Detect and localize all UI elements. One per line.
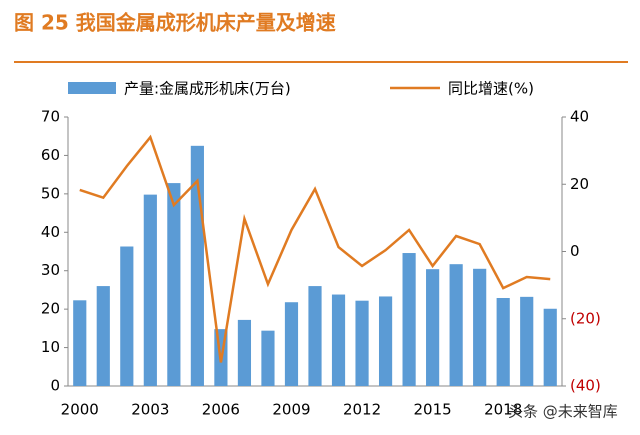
bar (449, 264, 463, 386)
bar (73, 300, 87, 386)
bar (355, 300, 369, 386)
x-tick-label: 2009 (272, 401, 310, 419)
bar (520, 296, 534, 386)
y-tick-label: 10 (41, 338, 60, 356)
bar (331, 294, 346, 386)
bar (284, 302, 299, 386)
bar (261, 330, 275, 386)
bar (237, 319, 252, 386)
legend-label: 同比增速(%) (448, 80, 534, 98)
x-tick-label: 2012 (343, 401, 381, 419)
chart-title: 图 25 我国金属成形机床产量及增速 (14, 11, 336, 35)
bar (120, 246, 134, 386)
y-tick-label: 0 (50, 377, 60, 395)
x-tick-label: 2018 (484, 401, 522, 419)
bar (402, 253, 416, 386)
bar (543, 308, 557, 386)
bar (496, 297, 510, 386)
bar (143, 194, 157, 386)
legend-swatch (68, 82, 116, 94)
y-tick-label: 40 (41, 223, 60, 241)
y-tick-label: 30 (41, 261, 60, 279)
bar (426, 269, 440, 386)
y2-tick-label: (40) (570, 377, 601, 395)
y-tick-label: 60 (41, 146, 60, 164)
bar (167, 183, 181, 386)
y-tick-label: 20 (41, 300, 60, 318)
y2-tick-label: 20 (570, 175, 589, 193)
bar (473, 268, 487, 386)
bar (308, 286, 322, 386)
x-tick-label: 2006 (202, 401, 240, 419)
y-tick-label: 70 (41, 108, 60, 126)
line (79, 134, 551, 363)
y2-tick-label: (20) (570, 309, 601, 327)
x-tick-label: 2000 (61, 401, 99, 419)
x-tick-label: 2015 (414, 401, 452, 419)
y2-tick-label: 40 (570, 108, 589, 126)
x-tick-label: 2003 (131, 401, 169, 419)
y2-tick-label: 0 (570, 242, 580, 260)
bar (378, 296, 393, 386)
legend-label: 产量:金属成形机床(万台) (124, 80, 291, 98)
y-tick-label: 50 (41, 184, 60, 202)
bar (96, 286, 110, 386)
watermark: 头条 @未来智库 (508, 403, 618, 421)
